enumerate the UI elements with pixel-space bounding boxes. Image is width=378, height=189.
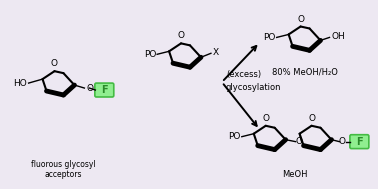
- Text: O: O: [87, 84, 93, 93]
- Text: X: X: [213, 48, 219, 57]
- Text: O: O: [51, 59, 58, 68]
- Text: PO: PO: [144, 50, 156, 59]
- Text: O: O: [295, 137, 302, 146]
- FancyBboxPatch shape: [350, 135, 369, 149]
- Text: F: F: [356, 137, 363, 147]
- FancyBboxPatch shape: [95, 83, 114, 97]
- Text: HO: HO: [13, 79, 26, 88]
- Text: PO: PO: [228, 132, 241, 141]
- Text: fluorous glycosyl
acceptors: fluorous glycosyl acceptors: [31, 160, 96, 179]
- Text: (excess): (excess): [226, 70, 261, 79]
- Text: O: O: [308, 114, 315, 123]
- Text: O: O: [262, 114, 269, 123]
- Text: 80% MeOH/H₂O: 80% MeOH/H₂O: [272, 68, 338, 77]
- Text: PO: PO: [263, 33, 276, 42]
- Text: O: O: [339, 137, 346, 146]
- Text: MeOH: MeOH: [282, 170, 307, 179]
- Text: glycosylation: glycosylation: [226, 83, 281, 91]
- Text: O: O: [297, 15, 304, 23]
- Text: F: F: [101, 85, 108, 95]
- Text: OH: OH: [332, 32, 345, 41]
- Text: O: O: [178, 31, 184, 40]
